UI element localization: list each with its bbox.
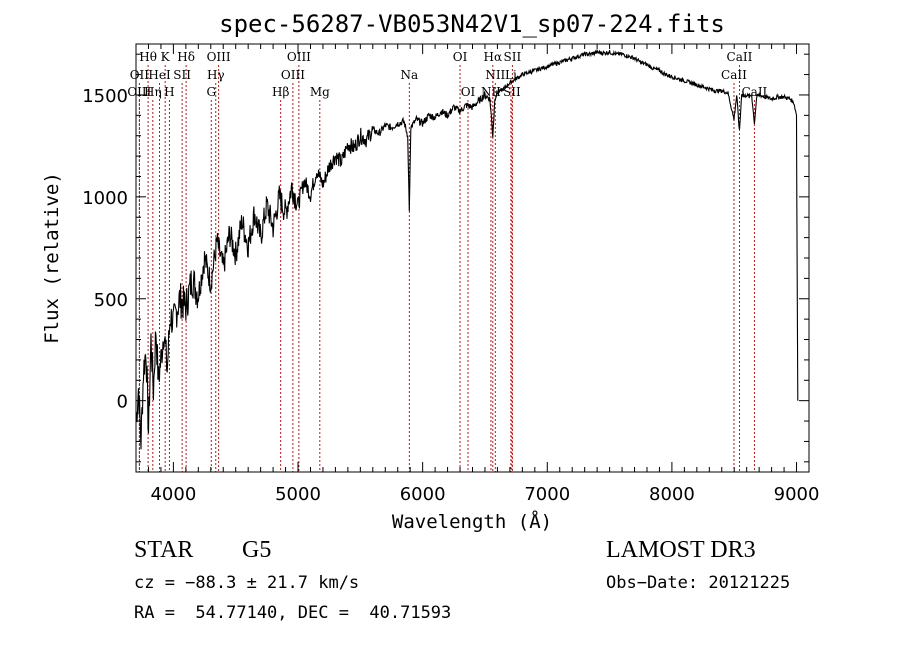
object-type: STAR — [134, 537, 193, 564]
redshift-cz: cz = −88.3 ± 21.7 km/s — [134, 573, 359, 593]
y-tick-label: 1000 — [82, 188, 128, 209]
spectral-line-label: H — [164, 85, 174, 99]
x-axis-label: Wavelength (Å) — [392, 510, 552, 533]
spectral-line-label: Na — [400, 68, 418, 82]
survey-name: LAMOST DR3 — [606, 537, 756, 564]
spectral-line-label: SII — [173, 68, 191, 82]
spectral-line-label: OIII — [207, 50, 231, 64]
spectral-line-label: OI — [453, 50, 468, 64]
spectral-line-label: OIII — [287, 50, 311, 64]
y-tick-label: 1500 — [82, 86, 128, 107]
spectral-line-label: Hθ — [139, 50, 157, 64]
x-tick-label: 5000 — [275, 484, 321, 505]
chart-title: spec-56287-VB053N42V1_sp07-224.fits — [219, 10, 725, 38]
spectral-line-label: OIII — [281, 68, 305, 82]
spectral-line-label: NII — [485, 68, 505, 82]
y-tick-label: 0 — [117, 392, 128, 413]
spectral-line-label: Hη — [144, 85, 162, 99]
spectral-subclass: G5 — [242, 537, 271, 564]
spectral-line-markers — [139, 65, 754, 472]
spectral-line-label: Hβ — [272, 85, 289, 99]
spectral-line-label: Hα — [484, 50, 503, 64]
y-tick-label: 500 — [94, 290, 128, 311]
spectral-line-label: OI — [461, 85, 476, 99]
spectrum-series-line — [136, 50, 798, 449]
x-axis: 4000 5000 6000 7000 8000 9000 — [136, 44, 819, 505]
y-axis-label: Flux (relative) — [41, 172, 63, 344]
spectral-line-label: Hγ — [207, 68, 225, 82]
spectral-line-label: Hδ — [177, 50, 195, 64]
x-tick-label: 8000 — [649, 484, 695, 505]
spectral-line-label: Mg — [310, 85, 330, 99]
spectral-line-label: CaII — [721, 68, 747, 82]
x-tick-label: 4000 — [150, 484, 196, 505]
spectral-line-label: G — [206, 85, 216, 99]
spectral-line-label: SII — [504, 50, 522, 64]
x-tick-label: 7000 — [524, 484, 570, 505]
spectral-line-label: K — [161, 50, 171, 64]
obs-date: Obs−Date: 20121225 — [606, 573, 790, 593]
x-tick-label: 6000 — [400, 484, 446, 505]
spectral-line-label: CaII — [727, 50, 753, 64]
ra-dec-coordinates: RA = 54.77140, DEC = 40.71593 — [134, 603, 451, 623]
spectral-line-label: HeI — [148, 68, 171, 82]
x-tick-label: 9000 — [774, 484, 820, 505]
